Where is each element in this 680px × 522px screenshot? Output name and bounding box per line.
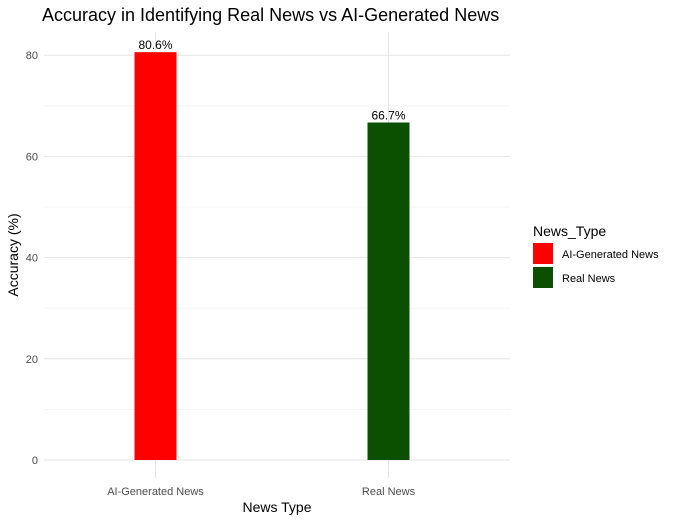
legend-swatch-real-news	[533, 267, 553, 288]
axis-ticks: 0 20 40 60 80 AI-Generated News Real News	[26, 50, 416, 498]
bar-value-label: 66.7%	[371, 108, 405, 122]
legend-label-ai-generated: AI-Generated News	[562, 249, 659, 261]
x-tick-label: Real News	[362, 486, 416, 498]
y-axis-title: Accuracy (%)	[5, 213, 21, 296]
legend-label-real-news: Real News	[562, 273, 616, 285]
chart-title: Accuracy in Identifying Real News vs AI-…	[42, 5, 499, 25]
y-tick-label: 0	[32, 455, 38, 467]
bars: 80.6% 66.7%	[134, 38, 410, 461]
legend-swatch-ai-generated	[533, 243, 553, 264]
legend: News_Type AI-Generated News Real News	[533, 223, 659, 288]
x-axis-title: News Type	[243, 499, 312, 515]
bar	[134, 52, 177, 460]
y-tick-label: 80	[26, 50, 38, 62]
gridlines	[44, 32, 510, 478]
bar	[367, 122, 410, 461]
y-tick-label: 60	[26, 151, 38, 163]
bar-value-label: 80.6%	[138, 38, 172, 52]
x-tick-label: AI-Generated News	[107, 486, 204, 498]
y-tick-label: 40	[26, 253, 38, 265]
y-tick-label: 20	[26, 354, 38, 366]
legend-title: News_Type	[533, 223, 606, 239]
